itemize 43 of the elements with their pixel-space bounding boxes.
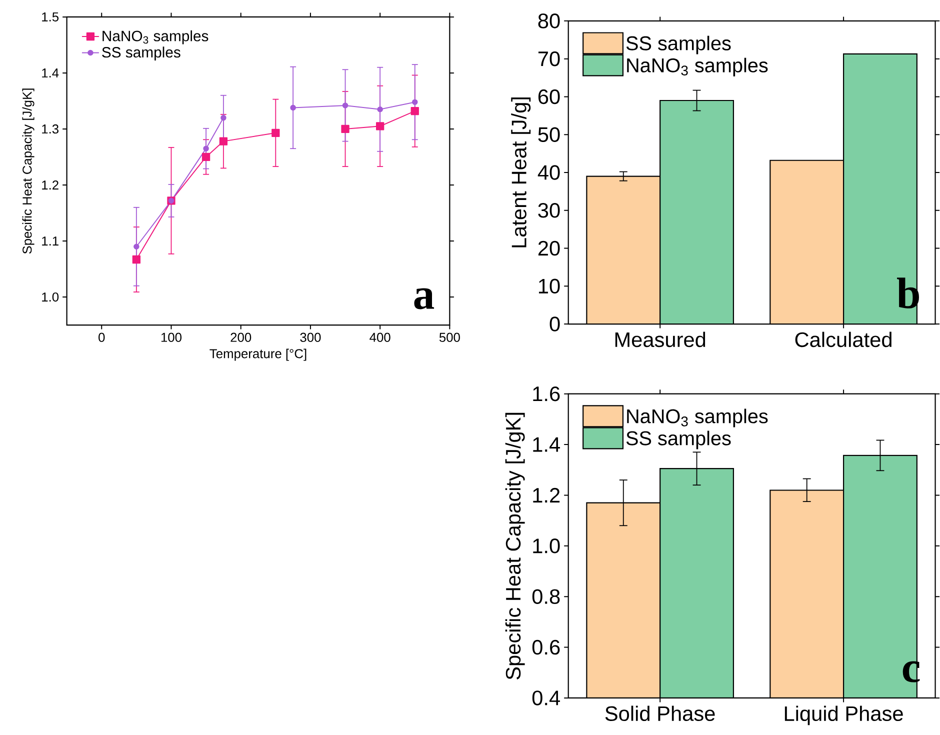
- x-tick-label: 100: [161, 332, 182, 342]
- y-tick-label: 60: [538, 89, 560, 104]
- y-axis-title: Specific Heat Capacity [J/gK]: [22, 88, 34, 254]
- legend-label: SS samples: [626, 430, 731, 450]
- y-tick-label: 1.3: [42, 124, 58, 134]
- y-tick-label: 50: [538, 127, 560, 142]
- y-tick-label: 0.6: [532, 640, 560, 655]
- y-tick-label: 1.1: [42, 236, 58, 246]
- y-tick-label: 1.4: [42, 68, 59, 78]
- legend-label: NaNO$_{3}$ samples: [627, 408, 768, 428]
- x-tick-label: Solid Phase: [605, 706, 715, 722]
- x-axis-title: Temperature [°C]: [210, 348, 306, 361]
- y-tick-label: 1.0: [42, 292, 59, 302]
- y-tick-label: 80: [538, 14, 560, 28]
- annotation: a: [414, 288, 434, 310]
- x-tick-label: 500: [439, 332, 460, 342]
- y-tick-label: 1.0: [533, 538, 560, 554]
- y-tick-label: 20: [538, 240, 560, 256]
- x-tick-label: 200: [230, 332, 252, 342]
- y-tick-label: 10: [538, 278, 560, 294]
- y-tick-label: 0: [550, 316, 560, 332]
- legend-label: NaNO$_{3}$ samples: [102, 30, 208, 44]
- legend-label: SS samples: [626, 36, 731, 54]
- y-axis-title: Specific Heat Capacity [J/gK]: [505, 413, 525, 680]
- y-tick-label: 70: [538, 52, 560, 66]
- x-tick-label: 300: [300, 332, 321, 342]
- legend-label: NaNO$_{3}$ samples: [627, 58, 768, 76]
- legend-label: SS samples: [102, 46, 180, 61]
- y-tick-label: 0.8: [532, 589, 560, 604]
- y-tick-label: 1.2: [42, 180, 58, 190]
- y-tick-label: 30: [538, 203, 560, 218]
- y-axis-title: Latent Heat [J/g]: [511, 98, 531, 248]
- y-tick-label: 0.4: [532, 690, 560, 706]
- x-tick-label: 0: [98, 332, 105, 342]
- y-tick-label: 1.5: [42, 12, 59, 22]
- y-tick-label: 1.4: [533, 437, 560, 452]
- x-tick-label: Liquid Phase: [784, 706, 903, 726]
- x-tick-label: Measured: [615, 332, 706, 348]
- x-tick-label: 400: [370, 332, 390, 342]
- y-tick-label: 1.2: [533, 488, 560, 503]
- y-tick-label: 1.6: [533, 386, 560, 402]
- x-tick-label: Calculated: [795, 332, 892, 348]
- y-tick-label: 40: [538, 165, 560, 180]
